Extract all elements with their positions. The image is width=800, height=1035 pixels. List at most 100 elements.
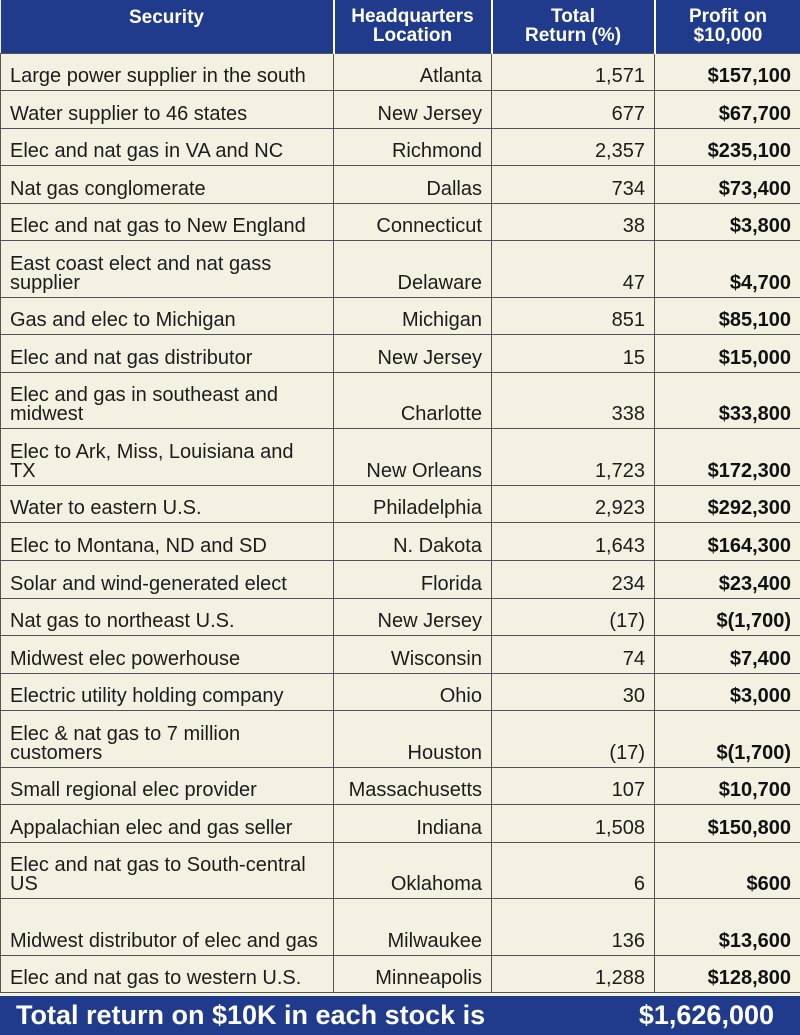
profit-cell: $85,100 — [654, 296, 800, 336]
profit-cell: $33,800 — [654, 372, 800, 430]
table-row: Gas and elec to Michigan Michigan 851 $85,1… — [0, 296, 800, 336]
security-cell: Large power supplier in the south — [0, 52, 334, 92]
security-cell: Small regional elec provider — [0, 766, 334, 806]
column-header-headquarters: Headquarters Location — [332, 0, 492, 53]
headquarters-cell: Houston — [333, 710, 492, 768]
profit-cell: $150,800 — [654, 804, 800, 843]
security-cell: Elec and nat gas in VA and NC — [0, 127, 334, 167]
table-row: Elec and nat gas to western U.S. Minneapo… — [0, 954, 800, 994]
total-return-cell: 2,923 — [491, 484, 655, 524]
total-bar: Total return on $10K in each stock is $1… — [0, 996, 800, 1035]
total-return-cell: 677 — [491, 90, 655, 129]
profit-cell: $292,300 — [654, 484, 800, 524]
profit-cell: $157,100 — [654, 52, 800, 92]
headquarters-cell: Connecticut — [333, 202, 492, 242]
table-row: Elec and nat gas distributor New Jersey 15… — [0, 334, 800, 374]
table-row: Midwest elec powerhouse Wisconsin 74 $7,400 — [0, 635, 800, 674]
table-row: East coast elect and nat gass supplier De… — [0, 240, 800, 298]
total-return-cell: 2,357 — [491, 127, 655, 167]
headquarters-cell: Philadelphia — [333, 484, 492, 524]
headquarters-cell: New Jersey — [333, 597, 492, 637]
profit-cell: $(1,700) — [654, 710, 800, 768]
headquarters-cell: Atlanta — [333, 52, 492, 92]
security-cell: Elec and nat gas distributor — [0, 334, 334, 374]
table-row: Appalachian elec and gas seller Indiana 1,… — [0, 804, 800, 843]
security-cell: Elec and nat gas to South-central US — [0, 841, 334, 900]
headquarters-cell: Michigan — [333, 296, 492, 336]
security-cell: Water supplier to 46 states — [0, 90, 334, 129]
total-return-cell: 6 — [491, 841, 655, 900]
total-return-cell: 338 — [491, 372, 655, 430]
total-return-cell: 1,571 — [491, 52, 655, 92]
profit-cell: $128,800 — [654, 954, 800, 994]
profit-cell: $67,700 — [654, 90, 800, 129]
column-header-security: Security — [0, 0, 334, 53]
table-row: Nat gas to northeast U.S. New Jersey (17) $… — [0, 597, 800, 637]
security-cell: Elec and nat gas to western U.S. — [0, 954, 334, 994]
headquarters-cell: Milwaukee — [333, 898, 492, 956]
table-row: Elec and nat gas to New England Connectic… — [0, 202, 800, 242]
table-row: Elec and nat gas to South-central US Okla… — [0, 841, 800, 900]
total-return-cell: 136 — [491, 898, 655, 956]
headquarters-cell: Charlotte — [333, 372, 492, 430]
headquarters-cell: Minneapolis — [333, 954, 492, 994]
headquarters-cell: Oklahoma — [333, 841, 492, 900]
security-cell: Nat gas conglomerate — [0, 165, 334, 204]
total-return-cell: 38 — [491, 202, 655, 242]
headquarters-cell: Dallas — [333, 165, 492, 204]
table-row: Elec & nat gas to 7 million customers Hou… — [0, 710, 800, 768]
total-return-cell: 1,643 — [491, 522, 655, 562]
total-return-cell: 15 — [491, 334, 655, 374]
headquarters-cell: Indiana — [333, 804, 492, 843]
table-row: Nat gas conglomerate Dallas 734 $73,400 — [0, 165, 800, 204]
profit-cell: $10,700 — [654, 766, 800, 806]
security-cell: Elec and gas in southeast and midwest — [0, 372, 334, 430]
table-row: Electric utility holding company Ohio 30 $3… — [0, 672, 800, 712]
total-return-cell: 74 — [491, 635, 655, 674]
total-return-cell: 851 — [491, 296, 655, 336]
security-cell: Gas and elec to Michigan — [0, 296, 334, 336]
table-row: Large power supplier in the south Atlanta… — [0, 52, 800, 92]
security-cell: East coast elect and nat gass supplier — [0, 240, 334, 298]
profit-cell: $73,400 — [654, 165, 800, 204]
security-cell: Elec to Ark, Miss, Louisiana and TX — [0, 428, 334, 486]
total-return-cell: 1,288 — [491, 954, 655, 994]
column-header-total-return: Total Return (%) — [490, 0, 655, 53]
profit-cell: $172,300 — [654, 428, 800, 486]
total-return-cell: 47 — [491, 240, 655, 298]
total-return-cell: (17) — [491, 597, 655, 637]
headquarters-cell: New Jersey — [333, 334, 492, 374]
total-value: $1,626,000 — [638, 1000, 774, 1030]
security-cell: Electric utility holding company — [0, 672, 334, 712]
table-row: Small regional elec provider Massachusett… — [0, 766, 800, 806]
profit-cell: $164,300 — [654, 522, 800, 562]
security-cell: Elec & nat gas to 7 million customers — [0, 710, 334, 768]
profit-cell: $23,400 — [654, 560, 800, 599]
headquarters-cell: Massachusetts — [333, 766, 492, 806]
security-cell: Midwest elec powerhouse — [0, 635, 334, 674]
profit-cell: $7,400 — [654, 635, 800, 674]
security-cell: Appalachian elec and gas seller — [0, 804, 334, 843]
security-cell: Nat gas to northeast U.S. — [0, 597, 334, 637]
table-body: Large power supplier in the south Atlanta… — [0, 52, 800, 994]
headquarters-cell: Delaware — [333, 240, 492, 298]
headquarters-cell: New Orleans — [333, 428, 492, 486]
total-return-cell: 30 — [491, 672, 655, 712]
securities-table: Security Headquarters Location Total Ret… — [0, 0, 800, 994]
profit-cell: $600 — [654, 841, 800, 900]
security-cell: Solar and wind-generated elect — [0, 560, 334, 599]
table-row: Water to eastern U.S. Philadelphia 2,923 $2… — [0, 484, 800, 524]
profit-cell: $13,600 — [654, 898, 800, 956]
total-label: Total return on $10K in each stock is — [16, 1000, 486, 1030]
table-header: Security Headquarters Location Total Ret… — [0, 0, 800, 53]
total-return-cell: 734 — [491, 165, 655, 204]
profit-cell: $(1,700) — [654, 597, 800, 637]
headquarters-cell: Ohio — [333, 672, 492, 712]
table-row: Midwest distributor of elec and gas Milwa… — [0, 898, 800, 956]
total-return-cell: 234 — [491, 560, 655, 599]
profit-cell: $3,000 — [654, 672, 800, 712]
table-row: Water supplier to 46 states New Jersey 677… — [0, 90, 800, 129]
headquarters-cell: Richmond — [333, 127, 492, 167]
total-return-cell: 107 — [491, 766, 655, 806]
